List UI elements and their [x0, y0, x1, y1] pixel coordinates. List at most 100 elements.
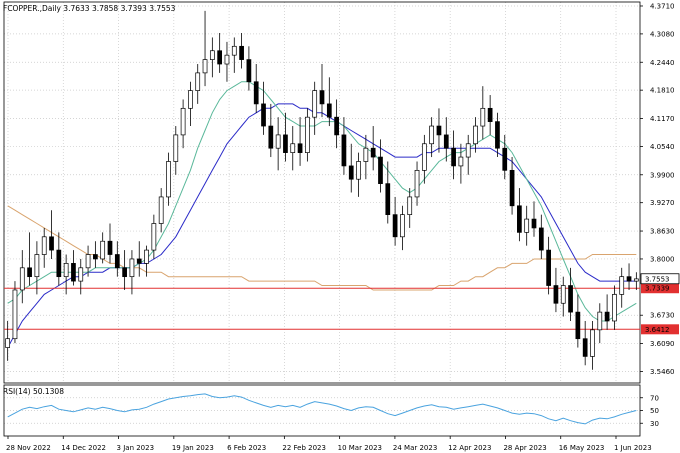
candle-body	[5, 338, 11, 348]
candle-body	[209, 50, 215, 60]
candle-body	[553, 285, 559, 304]
candle-body	[392, 214, 398, 238]
price-grid	[4, 2, 640, 383]
candle-body	[202, 59, 208, 74]
rsi-grid	[4, 397, 640, 424]
candle-body	[436, 125, 442, 136]
candle-body	[136, 258, 142, 264]
candle-body	[568, 285, 573, 313]
candle-body	[465, 143, 471, 158]
candle-body	[85, 254, 91, 269]
candle-body	[239, 45, 244, 60]
candle-body	[19, 267, 25, 291]
time-tick-label: 24 Mar 2023	[393, 444, 437, 452]
candle-body	[458, 156, 464, 167]
price-tick-label: 3.9270	[650, 199, 675, 207]
candle-body	[231, 45, 237, 56]
candle-body	[495, 121, 500, 149]
candle-body	[151, 223, 157, 251]
candle-body	[129, 258, 135, 278]
candle-body	[487, 107, 493, 122]
candle-body	[560, 285, 566, 304]
candle-body	[378, 156, 383, 184]
candle-body	[524, 218, 530, 233]
candle-body	[612, 294, 617, 322]
candle-body	[268, 125, 274, 149]
candle-body	[275, 134, 281, 149]
candle-body	[626, 276, 632, 282]
price-tick-label: 3.8000	[650, 255, 675, 263]
chart-title: FCOPPER.,Daily 3.7633 3.7858 3.7393 3.75…	[3, 4, 176, 13]
candle-body	[56, 249, 62, 278]
candle-body	[122, 267, 127, 278]
level-tag	[641, 283, 679, 294]
time-tick-label: 28 Nov 2022	[6, 444, 51, 452]
rsi-series-line	[7, 393, 637, 425]
candle-body	[180, 107, 186, 136]
rsi-label: RSI(14) 50.1308	[3, 387, 64, 396]
candle-body	[517, 205, 522, 233]
ma-slow-line	[7, 205, 637, 291]
candle-body	[224, 54, 230, 65]
candle-body	[246, 59, 252, 83]
price-tick-label: 4.1810	[650, 87, 675, 95]
candle-body	[385, 183, 391, 216]
candle-body	[188, 90, 193, 109]
candle-body	[158, 196, 164, 224]
ma-mid-line	[7, 103, 637, 348]
price-tick-label: 3.6090	[650, 340, 675, 348]
candle-body	[502, 147, 508, 171]
level-tag-label: 3.6412	[645, 326, 670, 334]
candle-body	[41, 236, 47, 255]
time-axis: 28 Nov 2022 14 Dec 2022 3 Jan 2023 19 Jan 2…	[6, 436, 652, 452]
price-tick-label: 3.6730	[650, 312, 675, 320]
candle-body	[597, 311, 603, 331]
candle-body	[107, 240, 113, 255]
time-tick-label: 16 May 2023	[559, 444, 605, 452]
price-tick-label: 4.2440	[650, 59, 675, 67]
candle-body	[290, 143, 296, 153]
rsi-tick-label: 50	[650, 407, 659, 415]
candle-body	[261, 103, 266, 127]
horizontal-levels: 3.7339 3.6412 3.7553	[4, 273, 680, 335]
time-tick-label: 6 Feb 2023	[227, 444, 266, 452]
candle-body	[326, 103, 332, 118]
moving-averages	[7, 81, 637, 348]
candle-body	[370, 147, 376, 158]
candle-body	[312, 90, 318, 118]
price-axis: 4.3710 4.3080 4.2440 4.1810 4.1170 4.0540 3.99…	[640, 2, 675, 376]
price-tick-label: 3.5460	[650, 368, 675, 376]
price-panel-frame	[3, 1, 641, 384]
price-tick-label: 3.9900	[650, 171, 675, 179]
price-tick-label: 3.8630	[650, 228, 675, 236]
level-tag-label: 3.7339	[645, 285, 670, 293]
ma-fast-line	[7, 81, 637, 322]
price-tick-label: 4.0540	[650, 143, 675, 151]
candle-body	[166, 161, 171, 198]
candle-body	[341, 134, 347, 167]
candle-body	[93, 254, 98, 260]
time-tick-label: 1 Jun 2023	[614, 444, 652, 452]
candle-body	[531, 218, 537, 229]
price-tick-label: 4.3710	[650, 2, 675, 10]
candle-body	[356, 161, 361, 180]
candle-body	[348, 165, 354, 180]
time-tick-label: 14 Dec 2022	[61, 444, 106, 452]
candle-body	[582, 338, 588, 357]
candle-body	[12, 289, 18, 340]
candle-body	[400, 214, 405, 238]
candle-body	[443, 134, 449, 149]
candle-body	[619, 276, 625, 295]
candle-body	[319, 90, 325, 105]
current-price-label: 3.7553	[645, 275, 670, 283]
time-tick-label: 12 Apr 2023	[448, 444, 491, 452]
candle-body	[633, 278, 639, 282]
candle-body	[575, 311, 581, 340]
candle-body	[253, 81, 259, 105]
rsi-tick-label: 70	[650, 394, 659, 402]
candle-body	[407, 196, 413, 216]
rsi-tick-label: 30	[650, 420, 659, 428]
price-tick-label: 4.1170	[650, 115, 675, 123]
candle-body	[195, 72, 201, 91]
